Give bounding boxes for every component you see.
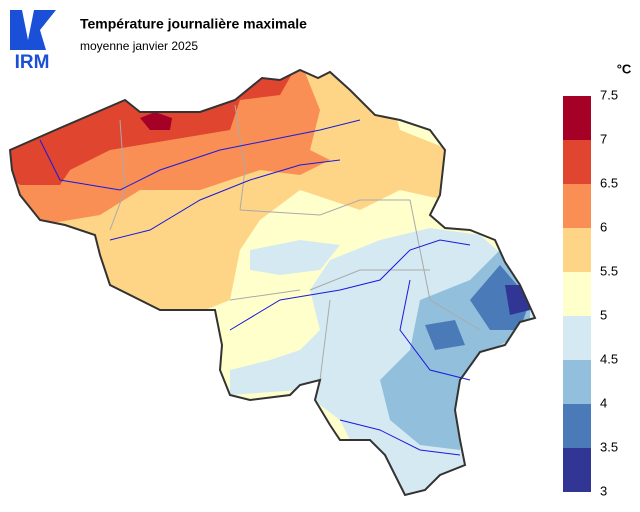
colorbar-tick-label: 4	[600, 395, 607, 410]
colorbar-bin	[563, 96, 591, 140]
colorbar-bin	[563, 228, 591, 272]
colorbar-bin	[563, 272, 591, 316]
legend-unit: °C	[617, 61, 632, 76]
colorbar-tick-label: 4.5	[600, 351, 618, 366]
colorbar: 3 3.5 4 4.5 5 5.5 6 6.5 7 7.5	[563, 87, 618, 498]
colorbar-tick-label: 7	[600, 131, 607, 146]
colorbar-tick-label: 5.5	[600, 263, 618, 278]
colorbar-tick-label: 7.5	[600, 87, 618, 102]
logo: IRM	[10, 10, 56, 73]
subtitle: moyenne janvier 2025	[80, 39, 198, 53]
colorbar-bin	[563, 404, 591, 448]
rivers	[39, 119, 471, 456]
colorbar-bin	[563, 316, 591, 360]
colorbar-tick-label: 6.5	[600, 175, 618, 190]
provinces	[109, 104, 481, 381]
title: Température journalière maximale	[80, 16, 307, 32]
logo-text: IRM	[15, 52, 50, 73]
colorbar-tick-label: 5	[600, 307, 607, 322]
colorbar-tick-label: 3	[600, 483, 607, 498]
colorbar-bin	[563, 184, 591, 228]
colorbar-tick-label: 6	[600, 219, 607, 234]
colorbar-bin	[563, 448, 591, 492]
colorbar-tick-label: 3.5	[600, 439, 618, 454]
temperature-field	[10, 70, 535, 495]
colorbar-bin	[563, 360, 591, 404]
colorbar-bin	[563, 140, 591, 184]
